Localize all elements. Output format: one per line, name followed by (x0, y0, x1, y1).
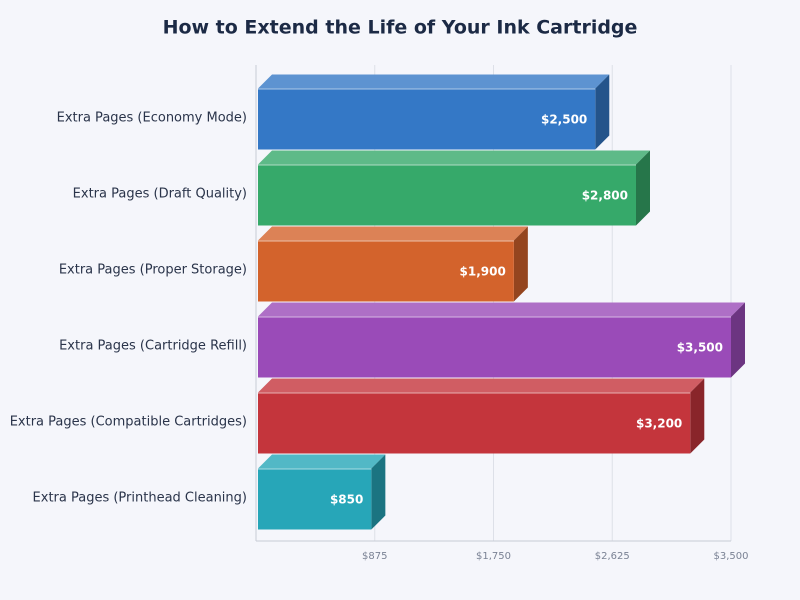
y-tick-label: Extra Pages (Printhead Cleaning) (33, 491, 247, 506)
bar (258, 316, 731, 378)
bar (258, 164, 636, 226)
y-tick-label: Extra Pages (Draft Quality) (73, 187, 247, 202)
value-label: $2,800 (582, 189, 628, 203)
y-tick-label: Extra Pages (Proper Storage) (59, 263, 247, 278)
bar (258, 392, 691, 454)
bar (258, 468, 372, 530)
value-label: $1,900 (460, 265, 506, 279)
value-label: $3,200 (636, 417, 682, 431)
bar-top (258, 74, 610, 89)
bar-side (595, 74, 610, 150)
bar (258, 88, 596, 150)
bar-top (258, 226, 528, 241)
value-label: $3,500 (677, 341, 723, 355)
chart-title: How to Extend the Life of Your Ink Cartr… (163, 17, 638, 39)
x-tick-label: $2,625 (595, 551, 630, 562)
bar-side (513, 226, 528, 302)
x-tick-label: $875 (362, 551, 387, 562)
x-tick-label: $3,500 (714, 551, 749, 562)
bar-top (258, 378, 705, 393)
y-tick-label: Extra Pages (Compatible Cartridges) (10, 415, 247, 430)
bar-side (731, 302, 745, 378)
bar-side (636, 150, 650, 226)
bar-top (258, 302, 745, 317)
bar-side (690, 378, 705, 454)
value-label: $850 (330, 493, 363, 507)
y-tick-label: Extra Pages (Economy Mode) (57, 111, 247, 126)
value-label: $2,500 (541, 113, 587, 127)
bar-top (258, 150, 650, 165)
x-tick-label: $1,750 (476, 551, 511, 562)
bar (258, 240, 514, 302)
bar-top (258, 454, 386, 469)
y-tick-label: Extra Pages (Cartridge Refill) (59, 339, 247, 354)
bar-side (371, 454, 386, 530)
